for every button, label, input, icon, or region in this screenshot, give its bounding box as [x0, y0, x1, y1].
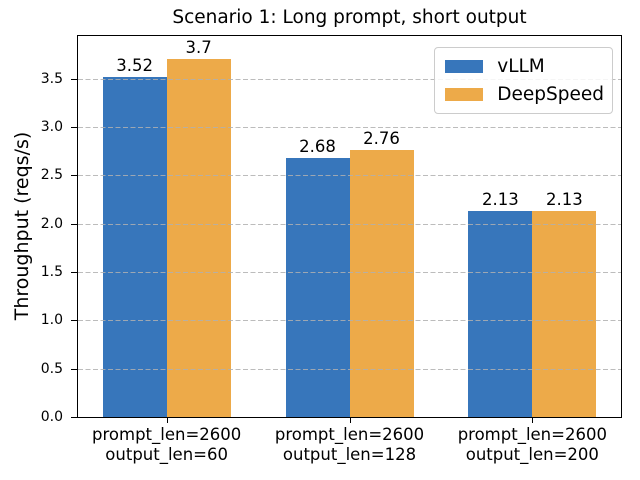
bar-value-label: 3.52	[116, 55, 154, 75]
legend: vLLM DeepSpeed	[434, 47, 613, 114]
legend-entry: DeepSpeed	[445, 83, 604, 106]
bar-value-label: 2.76	[363, 129, 400, 149]
y-tick-label: 2.0	[40, 215, 63, 232]
y-tick-mark	[71, 320, 77, 322]
y-tick-label: 0.5	[40, 360, 63, 377]
y-tick-label: 0.0	[40, 409, 63, 425]
grid-layer	[78, 36, 621, 417]
legend-entry: vLLM	[445, 55, 604, 78]
gridline	[78, 368, 621, 370]
x-tick-mark	[166, 418, 168, 423]
gridline	[78, 126, 621, 128]
gridline	[78, 175, 621, 177]
bars-layer: 3.52 2.68 2.13 3.7 2.76 2.13	[78, 36, 621, 417]
bar-deepspeed	[349, 150, 414, 417]
x-tick-label-line: output_len=60	[105, 445, 228, 464]
y-tick-label: 3.5	[40, 70, 63, 87]
bar-value-label: 3.7	[185, 38, 212, 58]
y-tick-label: 1.5	[40, 263, 63, 280]
x-tick-label: prompt_len=2600 output_len=200	[458, 425, 607, 465]
gridline	[78, 271, 621, 273]
x-tick-mark	[532, 418, 534, 423]
x-tick-label-line: prompt_len=2600	[274, 425, 425, 444]
bar-value-label: 2.68	[299, 136, 336, 156]
y-tick-mark	[71, 223, 77, 225]
y-tick-mark	[71, 126, 77, 128]
y-tick-mark	[71, 175, 77, 177]
y-tick-mark	[71, 417, 77, 418]
x-tick-label: prompt_len=2600 output_len=60	[92, 425, 241, 465]
gridline	[78, 223, 621, 225]
y-tick-mark	[71, 271, 77, 273]
x-tick-mark	[349, 418, 351, 423]
bar-vllm	[285, 157, 350, 417]
legend-swatch	[445, 60, 484, 73]
y-tick-label: 1.0	[40, 312, 63, 329]
x-tick-label-line: prompt_len=2600	[457, 425, 607, 444]
legend-swatch	[445, 88, 484, 101]
y-tick-mark	[71, 78, 77, 80]
bar-value-label: 2.13	[545, 190, 583, 210]
bar-vllm	[102, 76, 167, 417]
x-tick-label-line: output_len=128	[282, 445, 417, 464]
bar-deepspeed	[532, 211, 597, 417]
bar-value-label: 2.13	[481, 190, 519, 210]
legend-label: vLLM	[497, 56, 545, 77]
gridline	[78, 78, 621, 80]
bar-deepspeed	[166, 59, 231, 417]
plot-area: 3.52 2.68 2.13 3.7 2.76 2.13 vLLM DeepSpeed	[77, 35, 622, 418]
legend-label: DeepSpeed	[497, 84, 604, 105]
x-tick-label: prompt_len=2600 output_len=128	[275, 425, 424, 465]
chart-title: Scenario 1: Long prompt, short output	[172, 7, 527, 28]
y-tick-mark	[71, 368, 77, 370]
x-tick-label-line: output_len=200	[465, 445, 599, 464]
gridline	[78, 320, 621, 322]
y-tick-label: 3.0	[40, 118, 63, 135]
bar-vllm	[468, 211, 533, 417]
y-tick-label: 2.5	[40, 167, 63, 184]
x-tick-label-line: prompt_len=2600	[92, 425, 242, 444]
